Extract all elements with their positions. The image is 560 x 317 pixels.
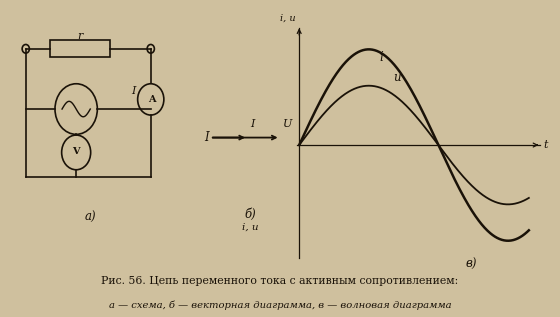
Text: i: i [380, 51, 384, 64]
Text: t: t [543, 140, 548, 150]
Circle shape [22, 44, 29, 53]
Text: в): в) [466, 258, 477, 271]
Circle shape [55, 84, 97, 134]
Bar [50, 40, 110, 57]
Circle shape [138, 84, 164, 115]
Text: Рис. 56. Цепь переменного тока с активным сопротивлением:: Рис. 56. Цепь переменного тока с активны… [101, 275, 459, 286]
Text: r: r [77, 30, 83, 41]
Text: u: u [393, 71, 401, 84]
Text: V: V [72, 147, 80, 156]
Text: б): б) [245, 208, 256, 221]
Text: а — схема, б — векторная диаграмма, в — волновая диаграмма: а — схема, б — векторная диаграмма, в — … [109, 300, 451, 310]
Text: I: I [132, 86, 136, 96]
Text: i, u: i, u [242, 222, 259, 231]
Text: I: I [251, 119, 255, 129]
Text: i, u: i, u [280, 14, 296, 23]
Text: а): а) [85, 211, 96, 224]
Text: I: I [204, 131, 208, 144]
Text: A: A [148, 95, 156, 104]
Circle shape [147, 44, 155, 53]
Text: U: U [283, 119, 292, 129]
Circle shape [62, 135, 91, 170]
